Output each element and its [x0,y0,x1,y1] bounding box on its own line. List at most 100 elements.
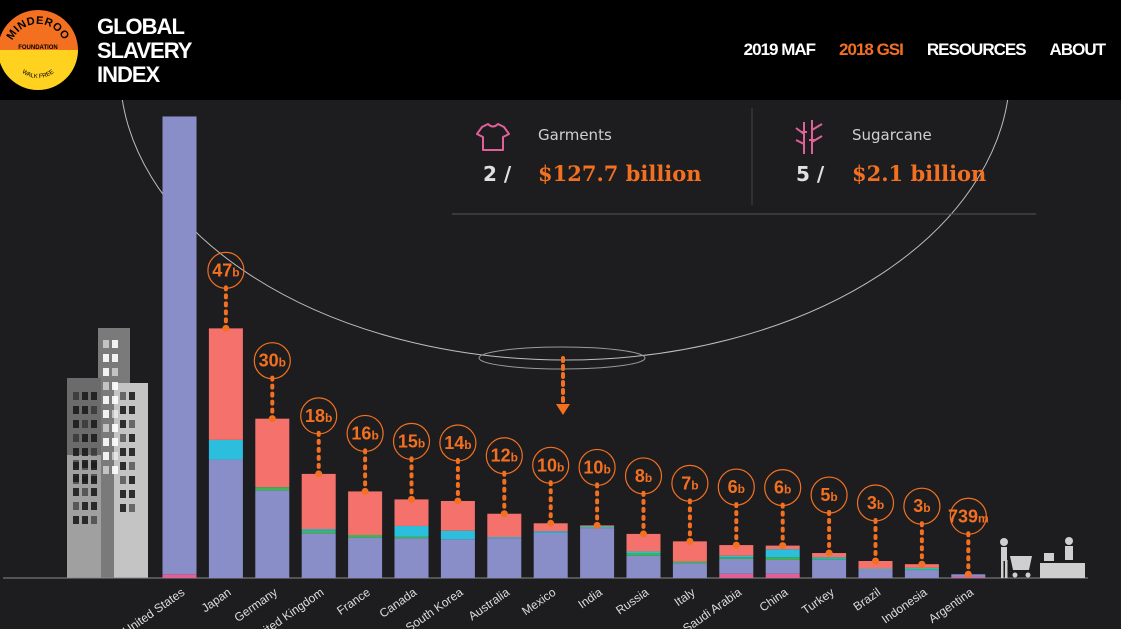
value-bubble[interactable] [671,464,709,502]
bar-segment[interactable] [719,558,754,574]
value-dot [454,497,462,505]
value-bubble[interactable] [764,469,802,507]
bar-segment[interactable] [672,541,707,562]
bar-segment[interactable] [812,559,847,578]
value-bubble[interactable] [439,424,477,462]
bar-segment[interactable] [394,538,429,578]
cashier-icon [1040,537,1085,578]
value-bubble[interactable] [578,448,616,487]
value-label: 6b [774,478,791,498]
nav-2018-gsi[interactable]: 2018 GSI [839,40,904,59]
value-bubble[interactable] [485,437,523,475]
value-bubble[interactable] [717,468,755,506]
value-dot [547,519,555,527]
bar-segment[interactable] [394,499,429,526]
value-bubble[interactable] [346,414,384,453]
bar-segment[interactable] [626,555,661,578]
nav-2019-maf[interactable]: 2019 MAF [743,40,816,59]
bar-segment[interactable] [348,537,383,578]
x-tick-label: Turkey [799,585,837,617]
site-brand[interactable]: GLOBAL SLAVERY INDEX [97,15,192,87]
bar-segment[interactable] [812,557,847,559]
bar-segment[interactable] [858,570,893,578]
stat-garments-rank: 2 / [483,162,512,186]
bar-segment[interactable] [440,539,475,578]
bar-segment[interactable] [301,529,336,531]
bar-segment[interactable] [719,557,754,559]
bar-segment[interactable] [719,555,754,558]
minderoo-logo[interactable]: MINDEROO FOUNDATION WALK FREE [0,10,78,90]
bar-segment[interactable] [904,567,939,569]
bar-segment[interactable] [672,561,707,564]
value-bubble[interactable] [856,484,895,522]
bar-segment[interactable] [533,523,568,532]
bar-segment[interactable] [394,525,429,537]
value-label: 10b [537,455,564,475]
bar-segment[interactable] [162,574,197,578]
bar-segment[interactable] [255,418,290,488]
bar-segment[interactable] [533,531,568,533]
value-dot [268,415,276,423]
value-label: 6b [728,477,745,497]
bar-segment[interactable] [348,534,383,538]
value-dot [918,560,926,568]
bar-segment[interactable] [487,537,522,539]
bar-segment[interactable] [672,563,707,578]
logo-bottom-text: WALK FREE [21,69,55,80]
bar-segment[interactable] [626,551,661,554]
bar-segment[interactable] [580,528,615,578]
bar-segment[interactable] [440,530,475,540]
value-dot [222,324,230,332]
bar-segment[interactable] [301,473,336,530]
bar-segment[interactable] [858,561,893,569]
value-bubble[interactable] [903,487,941,525]
bar-segment[interactable] [487,538,522,578]
bar-segment[interactable] [765,573,800,578]
value-bubble[interactable] [392,422,431,460]
value-bubble[interactable] [532,446,570,484]
bar-segment[interactable] [440,500,475,531]
bar-segment[interactable] [301,533,336,578]
bar-segment[interactable] [208,328,243,440]
bar-segment[interactable] [348,491,383,535]
value-bubble[interactable] [949,497,987,535]
bar-segment[interactable] [719,545,754,556]
nav-resources[interactable]: RESOURCES [926,40,1027,59]
bar-segment[interactable] [255,487,290,491]
value-bubble[interactable] [253,342,291,380]
bar-segment[interactable] [904,570,939,578]
bar-segment[interactable] [904,568,939,571]
bar-segment[interactable] [765,557,800,560]
bar-segment[interactable] [162,116,197,575]
bar-segment[interactable] [255,490,290,578]
bar-segment[interactable] [812,558,847,560]
value-dot [640,530,647,538]
logo-mid-text: FOUNDATION [18,45,58,51]
value-dot [408,495,415,503]
bar-segment[interactable] [208,439,243,460]
value-label: 18b [305,406,332,426]
bar-segment[interactable] [858,568,893,571]
value-bubble[interactable] [300,397,338,435]
bar-segment[interactable] [301,530,336,534]
bar-segment[interactable] [626,553,661,556]
bar-segment[interactable] [208,459,243,578]
nav-about[interactable]: ABOUT [1049,40,1106,59]
x-tick-label: Russia [613,585,651,618]
bar-segment[interactable] [765,559,800,574]
stat-sugarcane-label: Sugarcane [852,126,932,144]
bar-segment[interactable] [533,532,568,578]
x-tick-label: Brazil [851,585,884,614]
value-bubble[interactable] [624,457,663,495]
bar-segment[interactable] [719,573,754,578]
logo-text-svg: MINDEROO FOUNDATION WALK FREE [5,15,71,80]
value-bubble[interactable] [207,251,245,289]
bar-segment[interactable] [626,533,661,552]
bar-segment[interactable] [394,536,429,539]
brand-line-2: SLAVERY [97,38,192,63]
bar-segment[interactable] [765,549,800,558]
bar-segment[interactable] [487,513,522,538]
x-tick-label: Italy [672,585,698,609]
value-bubble[interactable] [810,476,848,514]
shopper-icon [1000,538,1032,578]
